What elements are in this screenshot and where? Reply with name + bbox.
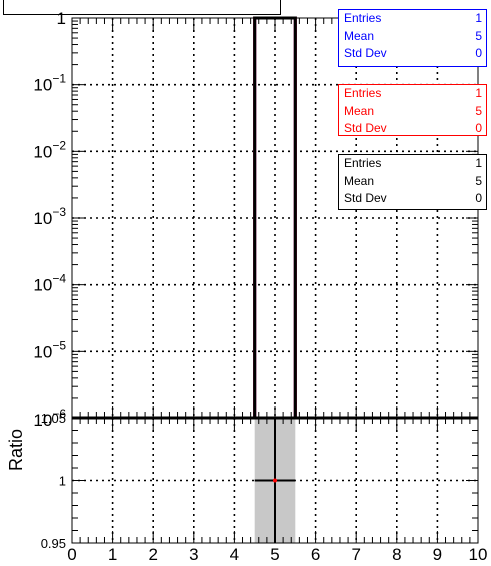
ratio-point [273, 478, 277, 483]
y-tick-label: 10−3 [33, 205, 66, 228]
stats-row-entries: Entries 1 [339, 155, 486, 172]
stats-value: 0 [475, 121, 482, 135]
y-tick-label: 10−6 [33, 407, 66, 430]
stats-value: 0 [475, 46, 482, 60]
x-tick-label: 7 [351, 545, 360, 564]
x-tick-label: 10 [469, 545, 488, 564]
stats-box-blue: Entries 1 Mean 5 Std Dev 0 [338, 9, 487, 67]
x-tick-label: 6 [311, 545, 320, 564]
stats-row-stddev: Std Dev 0 [339, 189, 486, 207]
x-tick-label: 0 [67, 545, 76, 564]
ratio-points [254, 418, 296, 543]
stats-box-black: Entries 1 Mean 5 Std Dev 0 [338, 154, 487, 210]
stats-key: Std Dev [344, 191, 387, 205]
stats-row-stddev: Std Dev 0 [339, 44, 486, 62]
stats-value: 1 [475, 156, 482, 170]
y-tick-label: 1.05 [41, 411, 66, 426]
lower-grid [72, 418, 478, 543]
x-tick-label: 8 [392, 545, 401, 564]
x-tick-label: 5 [270, 545, 279, 564]
title-box [3, 0, 281, 15]
stats-value: 1 [475, 11, 482, 25]
y-tick-label: 1 [57, 9, 66, 28]
x-tick-label: 4 [230, 545, 239, 564]
stats-key: Mean [344, 103, 375, 118]
x-tick-label: 1 [108, 545, 117, 564]
axis-labels: 1 10−1 10−2 10−3 10−4 10−5 10−6 0.95 1 1.05 0 1 2 3 4 5… [6, 9, 487, 564]
y-tick-label: 10−4 [33, 272, 66, 295]
stats-key: Mean [344, 28, 375, 43]
x-tick-label: 3 [189, 545, 198, 564]
stats-row-mean: Mean 5 [339, 172, 486, 190]
stats-row-mean: Mean 5 [339, 27, 486, 45]
stats-row-entries: Entries 1 [339, 85, 486, 102]
stats-value: 1 [475, 86, 482, 100]
y-tick-label: 1 [59, 474, 66, 489]
y-tick-label: 10−2 [33, 138, 66, 161]
stats-key: Std Dev [344, 121, 387, 135]
upper-grid [72, 18, 478, 418]
stats-value: 0 [475, 191, 482, 205]
y-axis-label: Ratio [6, 429, 26, 471]
x-tick-label: 2 [148, 545, 157, 564]
stats-key: Entries [344, 11, 382, 25]
y-tick-label: 10−5 [33, 338, 66, 361]
x-tick-label: 9 [433, 545, 442, 564]
stats-row-entries: Entries 1 [339, 10, 486, 27]
stats-box-red: Entries 1 Mean 5 Std Dev 0 [338, 84, 487, 136]
stats-value: 5 [475, 28, 482, 43]
stats-value: 5 [475, 103, 482, 118]
stats-key: Entries [344, 86, 382, 100]
stats-key: Std Dev [344, 46, 387, 60]
y-tick-label: 0.95 [41, 536, 66, 551]
stats-key: Entries [344, 156, 382, 170]
stats-value: 5 [475, 173, 482, 188]
y-tick-label: 10−1 [33, 72, 66, 95]
stats-row-stddev: Std Dev 0 [339, 119, 486, 137]
stats-key: Mean [344, 173, 375, 188]
stats-row-mean: Mean 5 [339, 102, 486, 120]
